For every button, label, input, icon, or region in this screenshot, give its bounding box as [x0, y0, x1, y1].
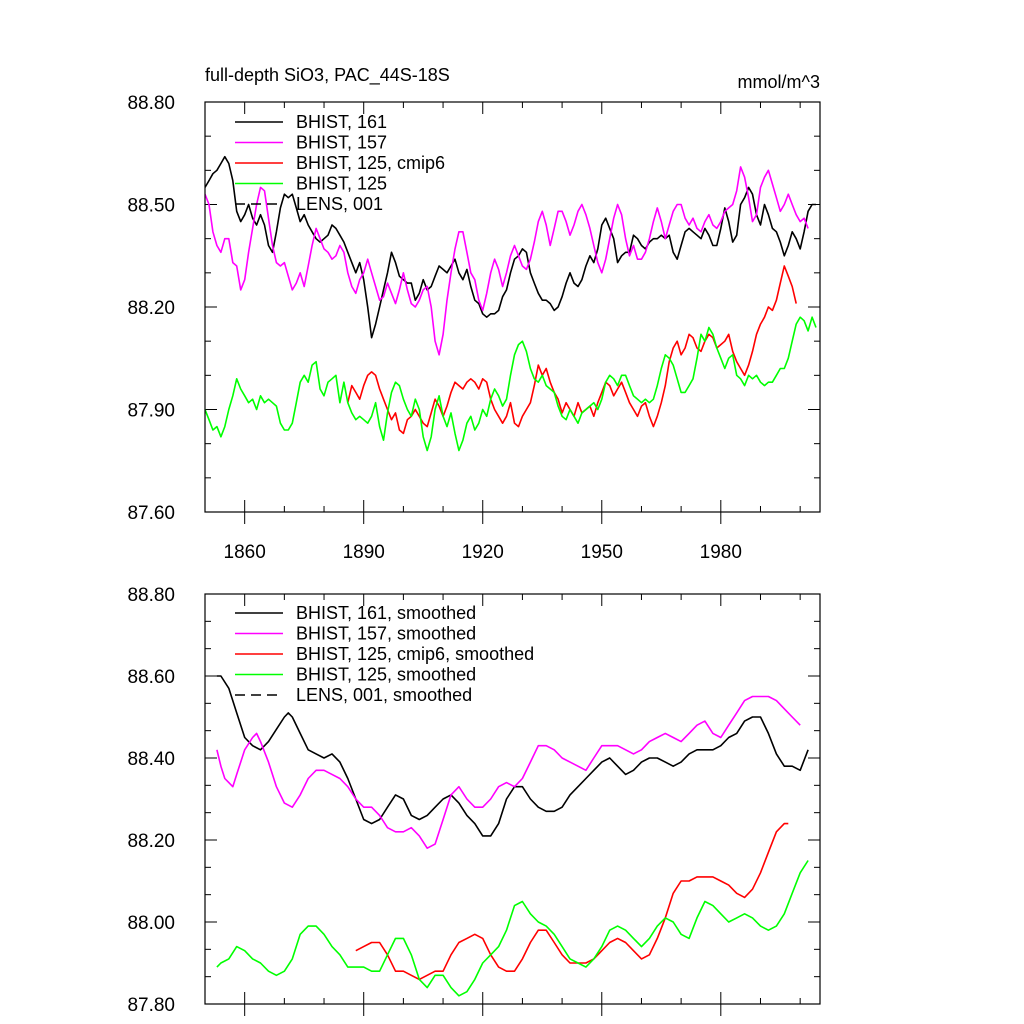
upper-x-tick-label: 1920 [462, 542, 504, 563]
lower-legend-label-4: LENS, 001, smoothed [296, 685, 472, 705]
upper-series-line-3 [205, 316, 817, 452]
upper-series-line-0 [205, 155, 816, 339]
lower-series-line-0 [216, 675, 809, 837]
upper-y-tick-label: 88.80 [127, 93, 175, 114]
upper-legend-label-4: LENS, 001 [296, 194, 383, 214]
lower-series-line-1 [216, 695, 801, 849]
upper-legend-label-3: BHIST, 125 [296, 174, 387, 194]
lower-series-line-3 [216, 860, 809, 997]
lower-y-tick-label: 88.80 [127, 585, 175, 606]
upper-legend-label-0: BHIST, 161 [296, 112, 387, 132]
lower-series-group [216, 675, 809, 997]
upper-x-tick-label: 1860 [224, 542, 266, 563]
lower-legend-label-2: BHIST, 125, cmip6, smoothed [296, 644, 534, 664]
lower-y-tick-label: 87.80 [127, 995, 175, 1016]
upper-units-label: mmol/m^3 [738, 72, 820, 92]
upper-chart-title: full-depth SiO3, PAC_44S-18S [205, 65, 450, 86]
upper-panel: full-depth SiO3, PAC_44S-18S mmol/m^3 87.6… [127, 65, 821, 563]
lower-plot-frame [204, 593, 821, 1005]
lower-legend-label-0: BHIST, 161, smoothed [296, 603, 476, 623]
upper-y-tick-label: 87.90 [127, 401, 175, 422]
upper-y-tick-label: 87.60 [127, 503, 175, 524]
upper-x-tick-label: 1980 [700, 542, 742, 563]
lower-panel: 87.80 88.00 88.20 88.40 88.60 88.80 BHIST, 161… [127, 585, 821, 1016]
lower-legend-label-1: BHIST, 157, smoothed [296, 624, 476, 644]
lower-y-tick-label: 88.60 [127, 667, 175, 688]
lower-legend-label-3: BHIST, 125, smoothed [296, 665, 476, 685]
upper-plot-frame [204, 101, 821, 513]
lower-y-tick-label: 88.40 [127, 749, 175, 770]
upper-series-line-2 [347, 265, 797, 435]
upper-legend-label-1: BHIST, 157 [296, 133, 387, 153]
upper-y-tick-label: 88.20 [127, 298, 175, 319]
upper-y-tick-label: 88.50 [127, 196, 175, 217]
upper-series-group [205, 155, 817, 452]
lower-y-tick-label: 88.00 [127, 913, 175, 934]
upper-legend-label-2: BHIST, 125, cmip6 [296, 153, 445, 173]
lower-series-line-2 [355, 822, 789, 981]
lower-y-tick-label: 88.20 [127, 831, 175, 852]
upper-series-line-1 [205, 166, 809, 356]
upper-x-tick-label: 1950 [581, 542, 623, 563]
upper-x-tick-label: 1890 [343, 542, 385, 563]
